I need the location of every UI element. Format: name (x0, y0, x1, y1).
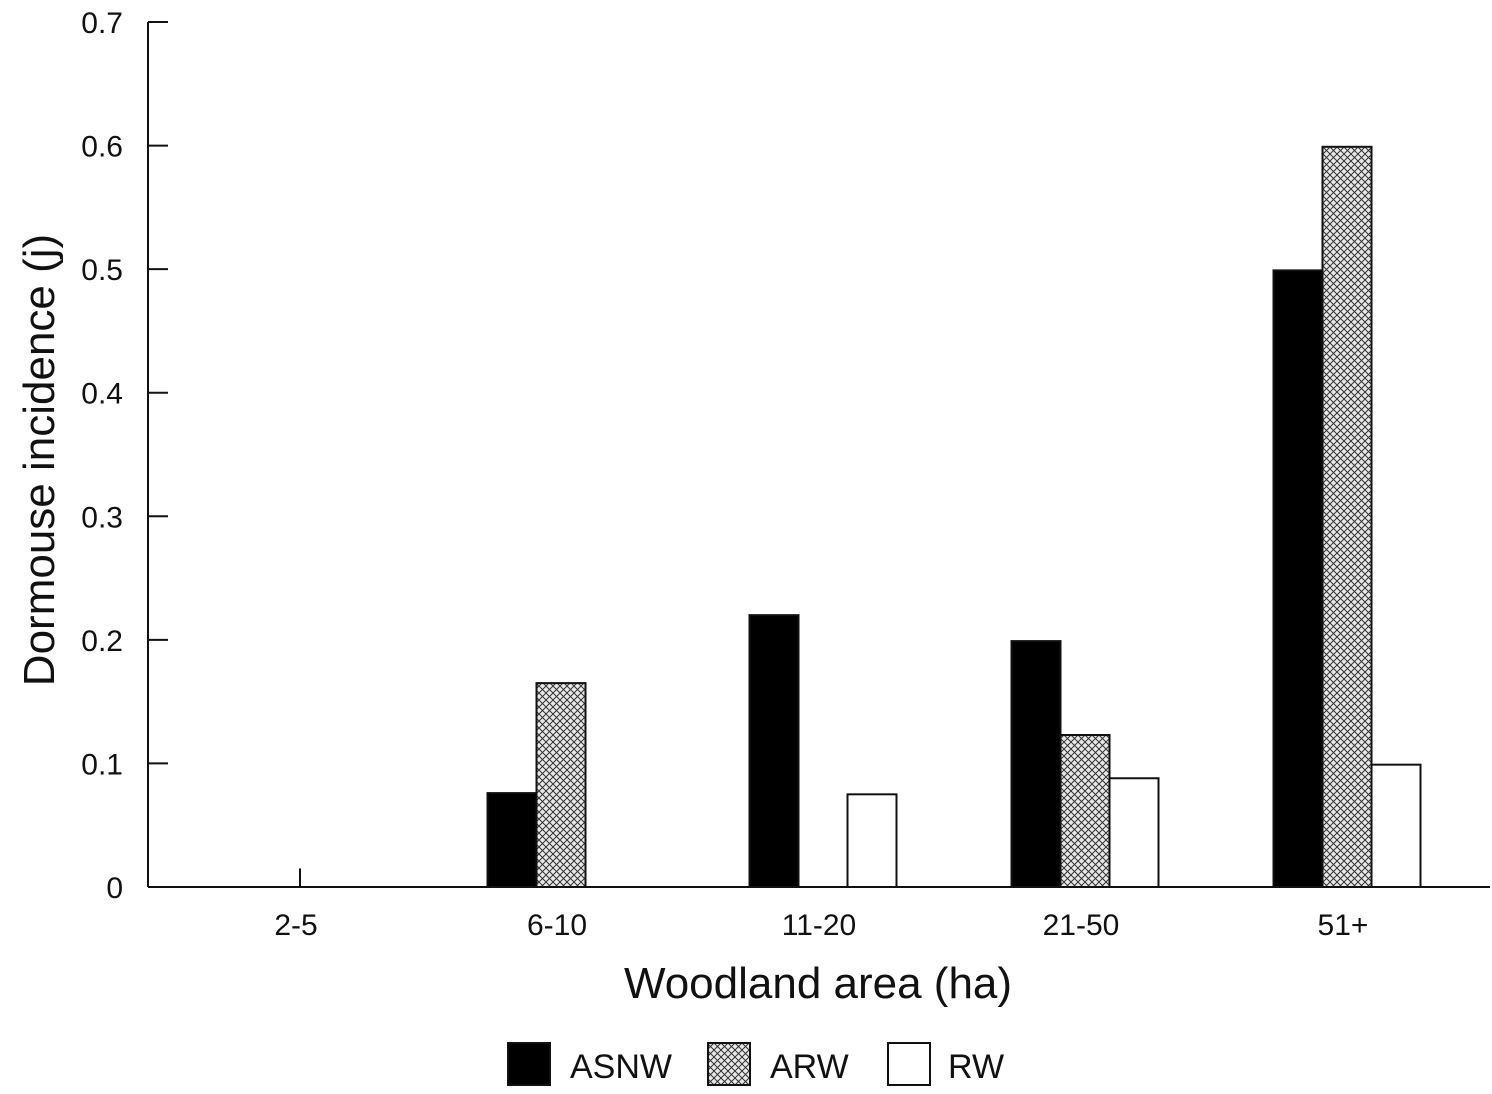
bar-asnw-6-10 (486, 792, 538, 888)
legend-swatch-arw (707, 1042, 751, 1086)
y-tick-label: 0.3 (81, 501, 123, 534)
x-axis-title: Woodland area (ha) (624, 959, 1012, 1008)
y-tick-label: 0.4 (81, 378, 123, 411)
bars (299, 145, 1422, 889)
x-tick-label: 51+ (1318, 909, 1369, 942)
legend-swatch-asnw (507, 1042, 551, 1086)
x-tick-label: 2-5 (274, 909, 317, 942)
bar-arw-51+ (1321, 145, 1373, 889)
y-tick-label: 0 (106, 872, 123, 905)
axes (147, 21, 1490, 888)
bar-arw-21-50 (1059, 734, 1111, 888)
bar-rw-51+ (1370, 763, 1422, 889)
bar-asnw-21-50 (1010, 640, 1062, 888)
y-tick-label: 0.5 (81, 254, 123, 287)
y-tick-label: 0.6 (81, 131, 123, 164)
legend-label-arw: ARW (770, 1048, 849, 1086)
bar-asnw-11-20 (748, 614, 800, 889)
y-axis-title: Dormouse incidence (j) (15, 234, 64, 686)
legend-swatch-rw (887, 1042, 931, 1086)
bar-arw-6-10 (535, 682, 587, 888)
bar-rw-11-20 (846, 793, 898, 888)
labels: 0 0.1 0.2 0.3 0.4 0.5 0.6 0.7 2-5 6-10 11-20 21-50 5… (15, 7, 1368, 1008)
x-tick-label: 21-50 (1043, 909, 1120, 942)
y-tick-label: 0.1 (81, 748, 123, 781)
y-tick-label: 0.7 (81, 7, 123, 40)
legend-label-asnw: ASNW (570, 1048, 672, 1086)
x-tick-label: 6-10 (527, 909, 587, 942)
x-tick-label: 11-20 (782, 909, 857, 942)
y-tick-label: 0.2 (81, 625, 123, 658)
bar-rw-21-50 (1108, 777, 1160, 888)
legend: ASNW ARW RW (507, 1042, 1004, 1086)
bar-asnw-51+ (1272, 269, 1324, 888)
legend-label-rw: RW (948, 1048, 1004, 1086)
